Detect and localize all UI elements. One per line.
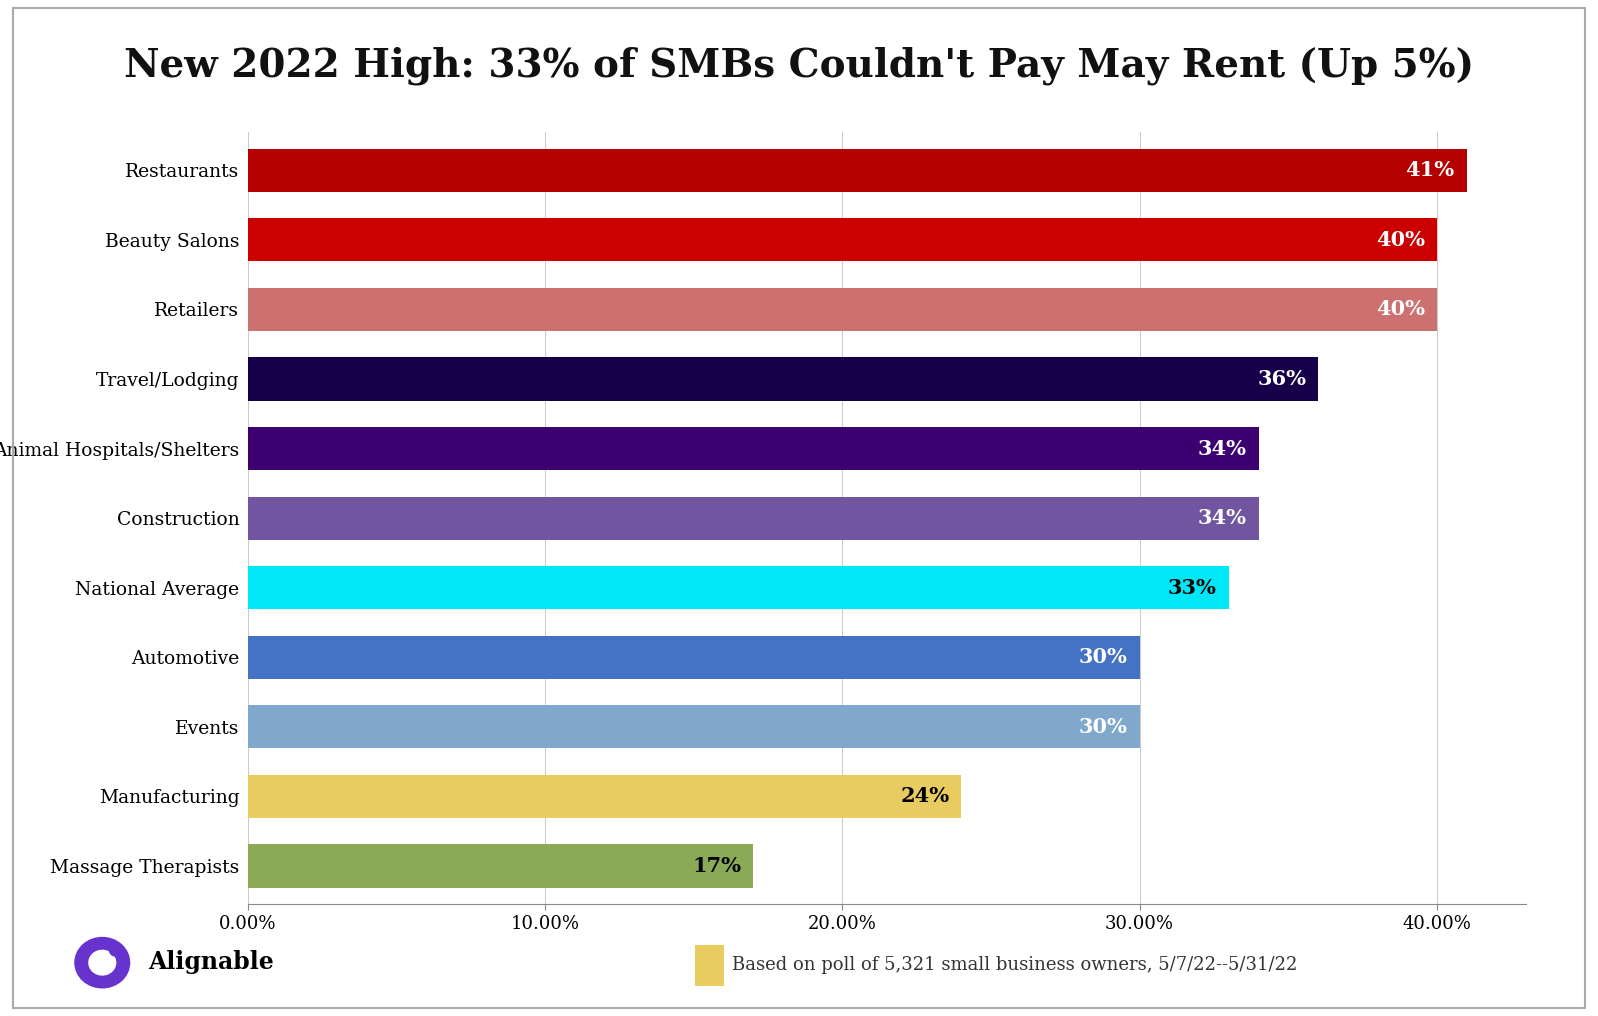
- Bar: [248, 636, 1139, 679]
- Bar: [248, 497, 1259, 539]
- Bar: [248, 566, 1229, 610]
- Text: Alignable: Alignable: [149, 950, 275, 974]
- Circle shape: [89, 950, 115, 975]
- Bar: [248, 844, 753, 888]
- Bar: [248, 705, 1139, 749]
- Bar: [248, 775, 962, 818]
- Text: New 2022 High: 33% of SMBs Couldn't Pay May Rent (Up 5%): New 2022 High: 33% of SMBs Couldn't Pay …: [125, 47, 1473, 85]
- Text: 30%: 30%: [1079, 647, 1128, 668]
- Text: 40%: 40%: [1376, 230, 1425, 250]
- Text: 41%: 41%: [1406, 161, 1454, 181]
- Text: 34%: 34%: [1197, 508, 1246, 528]
- Text: 24%: 24%: [900, 786, 949, 807]
- Text: 30%: 30%: [1079, 717, 1128, 737]
- Text: 34%: 34%: [1197, 439, 1246, 458]
- Text: 36%: 36%: [1258, 369, 1306, 389]
- Text: 17%: 17%: [692, 855, 741, 876]
- Bar: [248, 218, 1437, 261]
- Circle shape: [75, 938, 129, 988]
- Bar: [248, 148, 1467, 192]
- Bar: [248, 427, 1259, 470]
- Bar: [248, 288, 1437, 331]
- Bar: [248, 358, 1318, 400]
- Text: Based on poll of 5,321 small business owners, 5/7/22--5/31/22: Based on poll of 5,321 small business ow…: [732, 956, 1298, 974]
- Text: 33%: 33%: [1168, 578, 1218, 597]
- Text: 40%: 40%: [1376, 300, 1425, 319]
- Circle shape: [110, 945, 121, 956]
